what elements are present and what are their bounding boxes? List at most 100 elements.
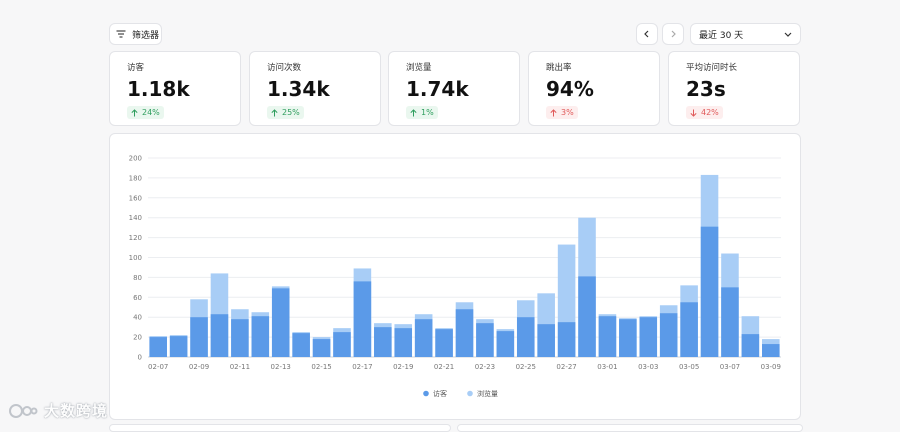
chevron-right-icon — [671, 30, 676, 38]
bar-visitors — [190, 317, 208, 357]
metric-label: 访客 — [127, 63, 145, 73]
bar-visitors — [741, 334, 760, 357]
metric-change-badge: 24% — [127, 106, 164, 119]
y-tick-label: 180 — [129, 174, 142, 182]
x-tick-label: 02-19 — [393, 363, 413, 371]
bar-visitors — [721, 287, 739, 357]
y-tick-label: 140 — [129, 214, 142, 222]
watermark-text: 大数跨境 — [44, 402, 109, 420]
metric-change-badge: 42% — [686, 106, 723, 119]
bar-visitors — [374, 327, 392, 357]
legend-label: 浏览量 — [477, 389, 498, 398]
x-tick-label: 03-09 — [761, 363, 781, 371]
x-tick-label: 03-05 — [679, 363, 699, 371]
y-tick-label: 160 — [129, 194, 142, 202]
metric-card-bounce-rate[interactable]: 跳出率 94% 3% — [528, 51, 660, 126]
bar-visitors — [700, 226, 719, 357]
filter-button-label: 筛选器 — [132, 30, 160, 41]
metric-label: 访问次数 — [267, 63, 302, 73]
bar-visitors — [639, 317, 658, 357]
bar-visitors — [210, 314, 229, 357]
arrow-down-icon — [690, 109, 697, 117]
bar-visitors — [271, 288, 290, 357]
watermark: 大数跨境 — [8, 400, 108, 421]
x-tick-label: 02-21 — [434, 363, 454, 371]
bar-visitors — [333, 332, 351, 357]
metric-change-value: 3% — [561, 108, 574, 117]
y-tick-label: 40 — [133, 314, 142, 322]
metric-change-badge: 1% — [406, 106, 438, 119]
metric-label: 浏览量 — [406, 63, 432, 73]
x-tick-label: 02-09 — [189, 363, 209, 371]
bar-visitors — [516, 317, 535, 357]
arrow-up-icon — [550, 108, 557, 116]
next-period-button[interactable] — [662, 23, 684, 45]
metric-change-badge: 3% — [546, 106, 578, 119]
arrow-up-icon — [410, 108, 417, 116]
bar-visitors — [435, 329, 453, 357]
legend-marker — [423, 390, 429, 397]
y-tick-label: 0 — [138, 354, 142, 362]
bar-visitors — [353, 281, 372, 357]
bar-visitors — [619, 319, 637, 357]
metric-card-pageviews[interactable]: 浏览量 1.74k 1% — [388, 51, 520, 126]
bar-visitors — [578, 276, 596, 357]
x-tick-label: 02-11 — [230, 363, 250, 371]
bar-visitors — [455, 309, 474, 357]
legend-marker — [467, 390, 473, 397]
legend-label: 访客 — [433, 389, 447, 398]
bar-visitors — [414, 319, 433, 357]
x-tick-label: 03-03 — [638, 363, 658, 371]
date-range-select[interactable]: 最近 30 天 — [690, 23, 801, 45]
bar-visitors — [394, 328, 413, 357]
bar-visitors — [169, 336, 188, 357]
x-tick-label: 02-07 — [148, 363, 168, 371]
metric-change-value: 1% — [421, 108, 434, 117]
metric-value: 94% — [546, 77, 594, 101]
metric-change-badge: 25% — [267, 106, 304, 119]
bar-visitors — [251, 316, 270, 357]
metric-card-visits[interactable]: 访问次数 1.34k 25% — [249, 51, 381, 126]
y-tick-label: 200 — [129, 155, 142, 163]
filter-button[interactable]: 筛选器 — [109, 23, 162, 45]
metric-value: 1.34k — [267, 77, 330, 101]
x-tick-label: 02-25 — [516, 363, 536, 371]
metric-value: 23s — [686, 77, 726, 101]
metric-card-avg-visit-duration[interactable]: 平均访问时长 23s 42% — [668, 51, 800, 126]
chevron-down-icon — [784, 32, 792, 37]
previous-period-button[interactable] — [636, 23, 658, 45]
metric-change-value: 24% — [142, 108, 160, 117]
metric-value: 1.18k — [127, 77, 190, 101]
chevron-left-icon — [644, 30, 649, 38]
bar-visitors — [312, 339, 331, 357]
metric-change-value: 42% — [701, 108, 719, 117]
y-tick-label: 60 — [133, 294, 142, 302]
arrow-up-icon — [271, 108, 278, 116]
x-tick-label: 02-13 — [271, 363, 291, 371]
metric-value: 1.74k — [406, 77, 469, 101]
bar-visitors — [762, 344, 780, 357]
bottom-panel — [457, 424, 803, 432]
bar-visitors — [680, 302, 698, 357]
arrow-up-icon — [131, 108, 138, 116]
metric-card-visitors[interactable]: 访客 1.18k 24% — [109, 51, 241, 126]
bottom-panel — [109, 424, 451, 432]
date-range-value: 最近 30 天 — [699, 30, 744, 41]
filter-icon — [116, 30, 126, 38]
x-tick-label: 02-27 — [556, 363, 576, 371]
bar-visitors — [557, 322, 576, 357]
x-tick-label: 03-01 — [597, 363, 617, 371]
x-tick-label: 02-17 — [352, 363, 372, 371]
traffic-chart-card: 0 20 40 60 80 100 120 140 160 180 200 02-07 02-09 02-… — [109, 133, 801, 420]
y-tick-label: 120 — [129, 234, 142, 242]
metric-label: 平均访问时长 — [686, 63, 738, 73]
bar-visitors — [149, 337, 167, 357]
x-tick-label: 02-15 — [311, 363, 331, 371]
traffic-bar-chart: 0 20 40 60 80 100 120 140 160 180 200 02-07 02-09 02-… — [129, 155, 781, 398]
metric-label: 跳出率 — [546, 63, 572, 73]
watermark-logo-icon — [9, 403, 38, 418]
bar-visitors — [231, 319, 249, 357]
x-tick-label: 03-07 — [720, 363, 740, 371]
bar-visitors — [292, 333, 310, 357]
bar-visitors — [496, 331, 515, 357]
